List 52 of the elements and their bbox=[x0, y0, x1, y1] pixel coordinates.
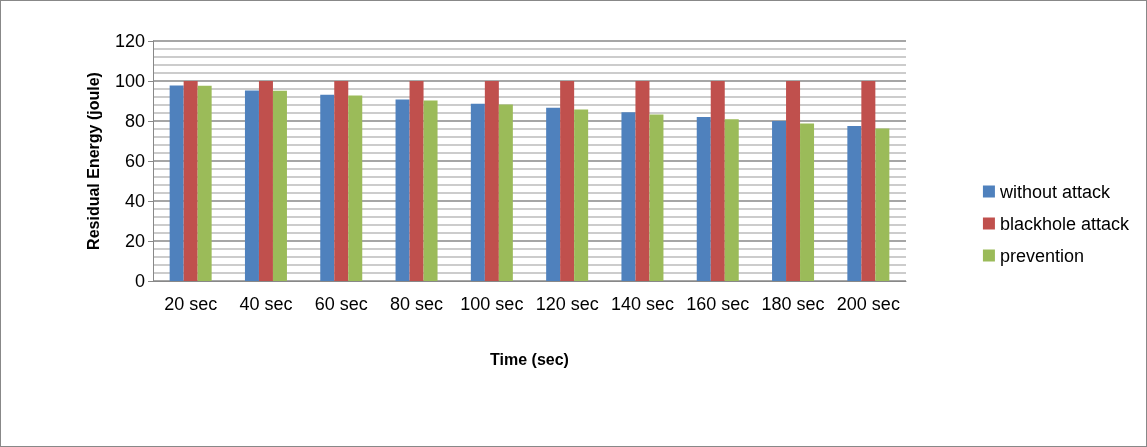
bar bbox=[320, 94, 335, 281]
y-tick-label: 20 bbox=[124, 231, 145, 251]
bar bbox=[710, 81, 725, 281]
x-tick-label: 100 sec bbox=[460, 294, 524, 314]
y-axis-title: Residual Energy (joule) bbox=[84, 72, 102, 250]
bar bbox=[258, 81, 273, 281]
bar bbox=[169, 85, 184, 281]
bar bbox=[800, 123, 815, 281]
y-tick-label: 0 bbox=[134, 271, 145, 291]
legend-label: prevention bbox=[999, 245, 1084, 266]
bar bbox=[484, 81, 499, 281]
bar bbox=[546, 107, 561, 281]
y-tick-label: 40 bbox=[124, 191, 145, 211]
x-tick-label: 140 sec bbox=[610, 294, 674, 314]
bar bbox=[272, 90, 287, 281]
bar bbox=[334, 81, 349, 281]
x-tick-label: 160 sec bbox=[686, 294, 750, 314]
x-axis-title: Time (sec) bbox=[490, 350, 569, 368]
bar bbox=[696, 117, 711, 281]
y-tick-label: 60 bbox=[124, 151, 145, 171]
bar bbox=[197, 85, 212, 281]
bar bbox=[875, 128, 890, 281]
bar bbox=[772, 121, 787, 281]
bar bbox=[560, 81, 575, 281]
bar bbox=[635, 81, 650, 281]
bar bbox=[183, 81, 198, 281]
y-tick-label: 120 bbox=[114, 31, 145, 51]
legend-label: without attack bbox=[998, 181, 1111, 202]
y-tick-label: 100 bbox=[114, 71, 145, 91]
bar bbox=[847, 126, 862, 281]
bar bbox=[348, 95, 363, 281]
bar bbox=[498, 104, 513, 281]
x-tick-label: 80 sec bbox=[390, 294, 444, 314]
x-tick-label: 180 sec bbox=[761, 294, 825, 314]
bar bbox=[395, 99, 410, 281]
bar bbox=[649, 114, 664, 281]
bar bbox=[786, 81, 801, 281]
bar bbox=[574, 109, 589, 281]
x-tick-label: 40 sec bbox=[239, 294, 293, 314]
bar bbox=[621, 112, 636, 281]
x-tick-label: 60 sec bbox=[314, 294, 368, 314]
bar bbox=[470, 103, 485, 281]
bar bbox=[244, 90, 259, 281]
x-tick-label: 120 sec bbox=[535, 294, 599, 314]
x-tick-label: 200 sec bbox=[836, 294, 900, 314]
bar bbox=[409, 81, 424, 281]
legend-label: blackhole attack bbox=[999, 213, 1130, 234]
x-tick-label: 20 sec bbox=[164, 294, 218, 314]
y-tick-label: 80 bbox=[124, 111, 145, 131]
bar bbox=[724, 119, 739, 281]
bar bbox=[861, 81, 876, 281]
bar bbox=[423, 100, 438, 281]
